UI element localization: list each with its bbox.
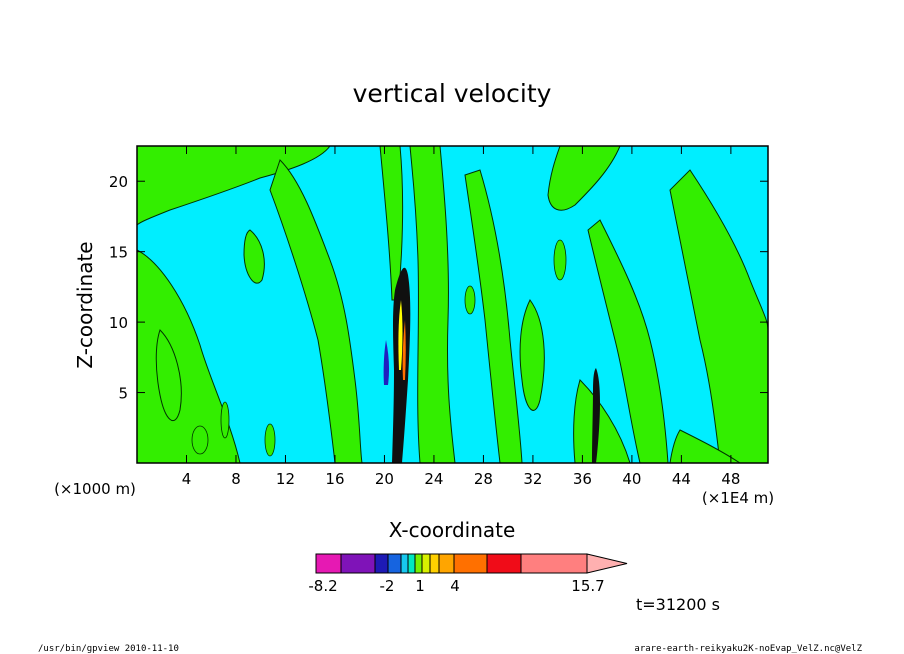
x-tick-label: 28 bbox=[474, 470, 493, 488]
colorbar-segment bbox=[407, 553, 416, 574]
colorbar-segment bbox=[429, 553, 440, 574]
x-tick-label: 4 bbox=[182, 470, 192, 488]
colorbar-tick-label: 1 bbox=[415, 577, 425, 595]
x-tick-label: 36 bbox=[573, 470, 592, 488]
chart-title: vertical velocity bbox=[353, 79, 552, 108]
x-tick-label: 48 bbox=[721, 470, 740, 488]
colorbar-labels: -8.2 -2 1 4 15.7 bbox=[308, 577, 604, 595]
colorbar-segment bbox=[421, 553, 431, 574]
x-tick-label: 20 bbox=[375, 470, 394, 488]
positive-velocity-regions bbox=[137, 146, 768, 463]
colorbar-arrow bbox=[586, 553, 628, 574]
colorbar-tick-label: 15.7 bbox=[571, 577, 604, 595]
colorbar-segment bbox=[400, 553, 409, 574]
footer-left: /usr/bin/gpview 2010-11-10 bbox=[38, 644, 179, 654]
x-tick-label: 24 bbox=[424, 470, 443, 488]
y-axis: 5 10 15 20 bbox=[109, 173, 768, 403]
time-label: t=31200 s bbox=[636, 595, 720, 614]
colorbar-segment bbox=[414, 553, 423, 574]
colorbar-segment bbox=[315, 553, 342, 574]
x-tick-label: 40 bbox=[622, 470, 641, 488]
x-tick-label: 8 bbox=[231, 470, 241, 488]
x-axis: 4 8 12 16 20 24 28 32 36 40 44 48 bbox=[182, 146, 740, 488]
convective-core bbox=[383, 267, 600, 463]
colorbar-segment bbox=[340, 553, 376, 574]
y-tick-label: 20 bbox=[109, 173, 128, 191]
colorbar-tick-label: 4 bbox=[450, 577, 460, 595]
x-unit-label-right: (×1E4 m) bbox=[702, 489, 774, 507]
x-tick-label: 32 bbox=[523, 470, 542, 488]
colorbar-segment bbox=[453, 553, 488, 574]
y-axis-label: Z-coordinate bbox=[73, 241, 97, 368]
colorbar-segment bbox=[438, 553, 455, 574]
plot-area bbox=[136, 145, 769, 464]
x-axis-label: X-coordinate bbox=[389, 518, 516, 542]
y-tick-label: 15 bbox=[109, 244, 128, 262]
x-tick-label: 12 bbox=[276, 470, 295, 488]
x-tick-label: 16 bbox=[325, 470, 344, 488]
colorbar-segment bbox=[520, 553, 588, 574]
near-surface-patches bbox=[191, 239, 567, 457]
x-unit-label: (×1000 m) bbox=[54, 480, 136, 498]
colorbar bbox=[315, 553, 628, 574]
colorbar-tick-label: -2 bbox=[380, 577, 395, 595]
plot-frame bbox=[136, 145, 769, 464]
colorbar-segment bbox=[374, 553, 389, 574]
colorbar-segment bbox=[387, 553, 402, 574]
colorbar-segment bbox=[486, 553, 522, 574]
footer-right: arare-earth-reikyaku2K-noEvap_VelZ.nc@Ve… bbox=[634, 644, 862, 654]
x-tick-label: 44 bbox=[672, 470, 691, 488]
colorbar-tick-label: -8.2 bbox=[308, 577, 337, 595]
y-tick-label: 5 bbox=[118, 385, 128, 403]
y-tick-label: 10 bbox=[109, 314, 128, 332]
